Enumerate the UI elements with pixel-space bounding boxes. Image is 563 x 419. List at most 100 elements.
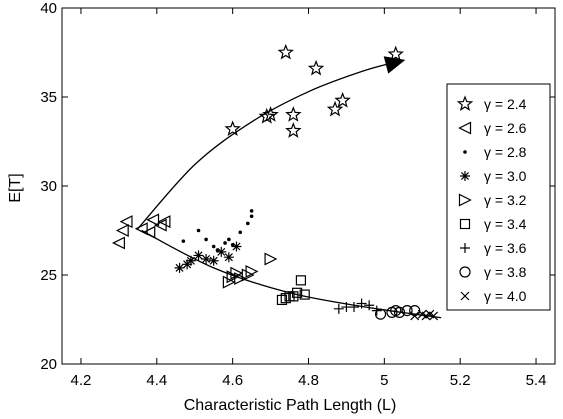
x-axis-title: Characteristic Path Length (L) — [184, 397, 397, 414]
legend-label: γ = 3.0 — [484, 168, 527, 184]
series-star — [224, 43, 404, 138]
data-point — [222, 275, 236, 289]
legend-label: γ = 3.2 — [484, 192, 527, 208]
series-dot — [181, 209, 254, 252]
data-point — [246, 221, 250, 226]
data-point — [249, 209, 254, 213]
data-point — [112, 236, 125, 250]
data-point — [374, 308, 387, 320]
x-tick-label: 4.8 — [298, 372, 319, 389]
data-point — [216, 246, 227, 257]
y-tick-label: 20 — [40, 356, 57, 373]
data-point — [223, 252, 234, 263]
data-point — [241, 268, 255, 282]
legend-marker — [456, 95, 474, 112]
series-asterisk — [174, 241, 242, 273]
series-square — [276, 275, 310, 306]
data-point — [208, 255, 219, 266]
legend-label: γ = 3.8 — [484, 264, 527, 280]
data-point — [326, 100, 344, 117]
y-tick-label: 40 — [40, 0, 57, 17]
series-plus — [333, 298, 382, 316]
data-point — [349, 302, 360, 313]
x-tick-label: 4.6 — [222, 372, 243, 389]
data-point — [231, 241, 242, 252]
legend-marker — [460, 243, 470, 253]
y-tick-label: 30 — [40, 178, 57, 195]
data-point — [157, 215, 171, 229]
series-cross — [410, 309, 439, 321]
legend-label: γ = 3.4 — [484, 216, 527, 232]
data-point — [227, 237, 231, 242]
data-point — [234, 272, 248, 286]
legend-marker — [460, 171, 470, 181]
legend-marker — [460, 291, 470, 301]
data-point — [292, 287, 303, 298]
data-point — [146, 213, 160, 227]
data-point — [276, 294, 288, 306]
x-tick-label: 5.2 — [450, 372, 471, 389]
data-point — [262, 106, 279, 122]
trend-curve — [141, 229, 442, 319]
data-point — [223, 241, 227, 245]
trend-curve — [137, 60, 400, 230]
data-point — [115, 224, 129, 237]
data-point — [429, 311, 439, 321]
y-tick-label: 25 — [40, 267, 57, 284]
data-point — [393, 306, 406, 318]
legend-label: γ = 4.0 — [484, 288, 527, 304]
data-point — [119, 215, 133, 229]
data-point — [249, 214, 254, 219]
data-point — [193, 250, 204, 261]
data-point — [224, 120, 241, 137]
data-point — [333, 303, 344, 314]
data-marks — [112, 43, 442, 321]
data-point — [226, 270, 240, 284]
data-point — [181, 239, 186, 243]
legend-label: γ = 2.8 — [484, 144, 527, 160]
legend-marker — [458, 193, 472, 207]
series-circle — [374, 305, 421, 320]
legend: γ = 2.4 γ = 2.6 γ = 2.8 γ = 3.0 γ = 3.2 γ = 3… — [446, 83, 551, 311]
x-tick-label: 5 — [380, 372, 388, 389]
data-point — [277, 43, 294, 60]
data-point — [134, 222, 148, 236]
data-point — [280, 293, 291, 304]
data-point — [264, 252, 278, 266]
data-point — [334, 91, 351, 108]
data-point — [387, 45, 404, 62]
legend-marker — [458, 121, 472, 135]
data-point — [364, 300, 375, 311]
plot-area: 4.2 4.4 4.6 4.8 5 5.2 5.4 20 25 30 35 40 — [40, 0, 556, 389]
data-point — [356, 298, 367, 309]
y-axis-title: E[T] — [7, 173, 24, 202]
legend-label: γ = 3.6 — [484, 240, 527, 256]
y-tick-label: 35 — [40, 89, 57, 106]
x-tick-label: 4.4 — [146, 372, 167, 389]
data-point — [142, 225, 156, 239]
data-point — [238, 230, 243, 235]
data-point — [285, 106, 302, 122]
data-point — [201, 253, 212, 264]
x-tick-label: 5.4 — [526, 372, 547, 389]
data-point — [288, 291, 299, 302]
data-point — [295, 275, 307, 286]
data-point — [185, 255, 196, 266]
series-triangle-right — [222, 252, 278, 289]
data-point — [211, 244, 216, 249]
data-point — [307, 59, 325, 76]
data-point — [299, 289, 310, 300]
data-point — [410, 311, 420, 321]
legend-marker — [459, 266, 471, 278]
data-point — [174, 262, 185, 273]
series-triangle-left — [112, 213, 171, 250]
legend-label: γ = 2.6 — [484, 120, 527, 136]
data-point — [230, 266, 244, 280]
data-point — [196, 228, 201, 233]
data-point — [245, 264, 259, 278]
legend-marker — [459, 218, 471, 230]
legend-label: γ = 2.4 — [484, 96, 527, 112]
x-tick-label: 4.2 — [71, 372, 92, 389]
legend-marker — [463, 150, 467, 154]
